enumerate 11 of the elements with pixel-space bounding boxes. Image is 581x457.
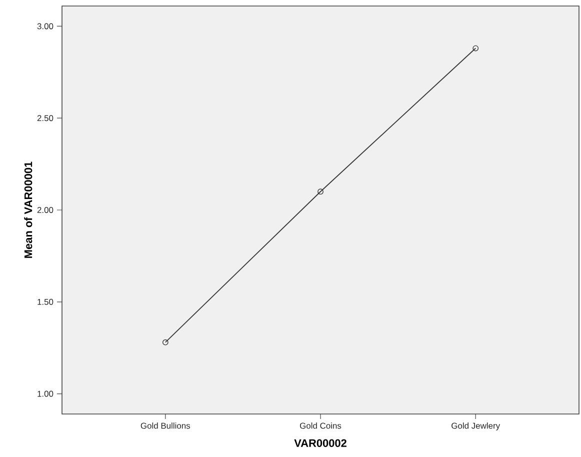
- y-tick-label: 3.00: [37, 23, 54, 30]
- x-tick-label: Gold Jewlery: [452, 422, 500, 430]
- y-tick-label: 2.50: [37, 115, 54, 122]
- x-tick-label: Gold Coins: [300, 422, 342, 429]
- x-axis-title: VAR00002: [294, 439, 346, 448]
- y-axis-title: Mean of VAR00001: [24, 162, 32, 258]
- x-tick-label: Gold Bullions: [140, 422, 190, 429]
- y-tick-label: 1.00: [38, 390, 54, 397]
- point: [318, 188, 324, 195]
- y-tick-label: 1.50: [38, 298, 54, 305]
- y-tick-label: 2.00: [37, 207, 54, 213]
